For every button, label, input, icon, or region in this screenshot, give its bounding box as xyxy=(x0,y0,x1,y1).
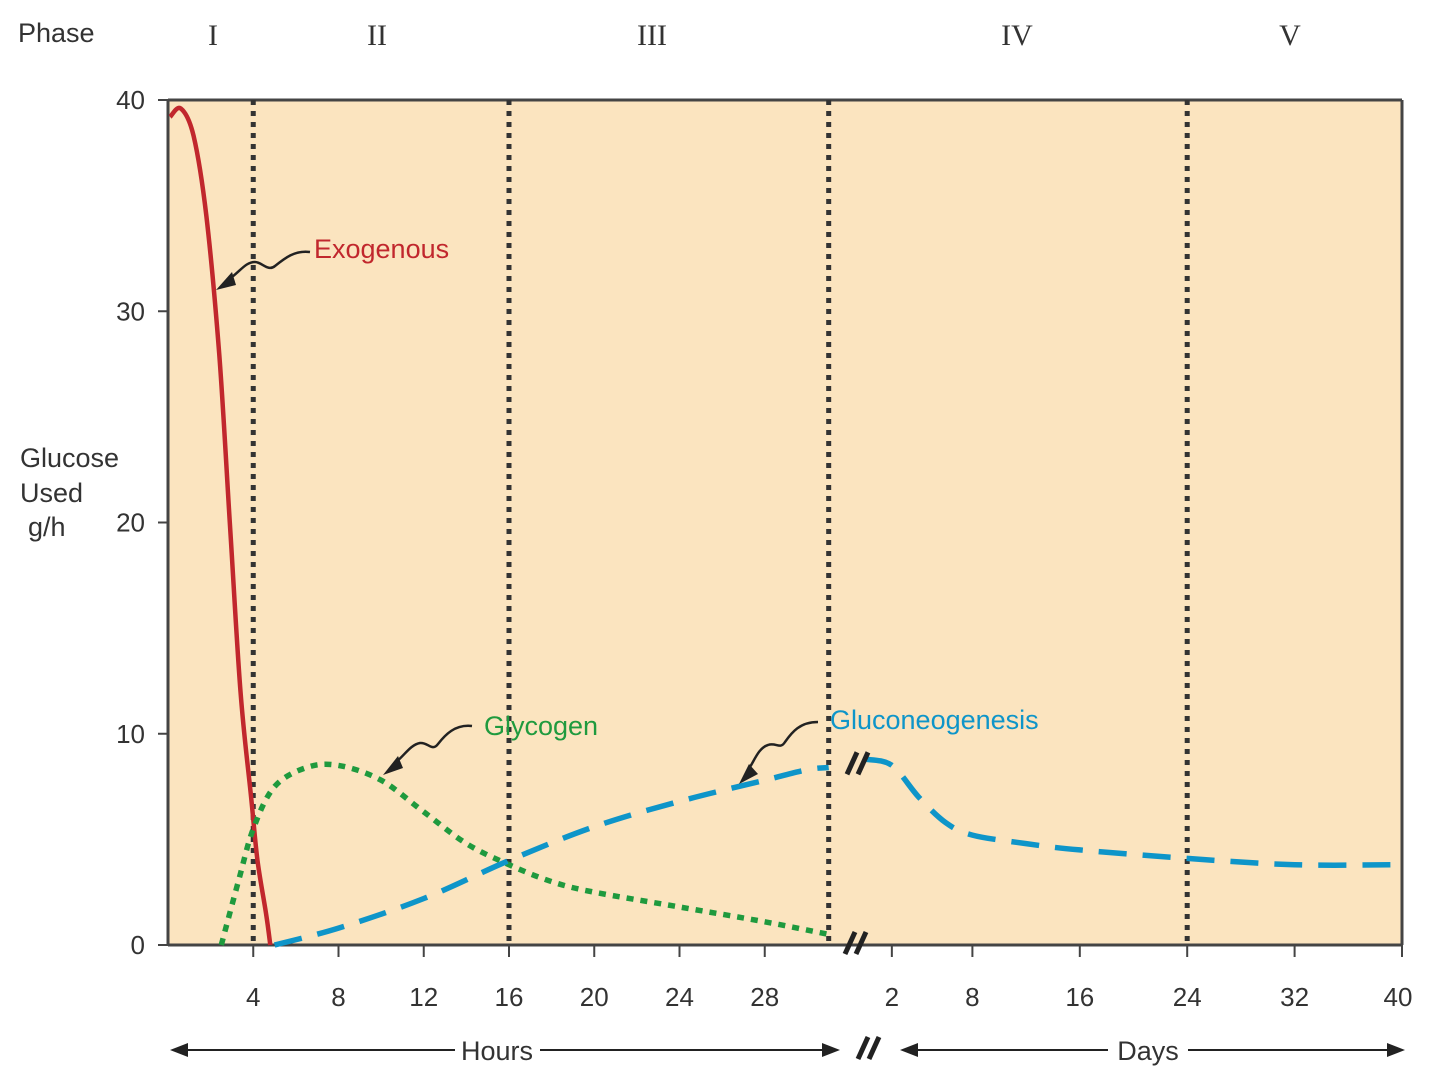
days-arrow-head-right xyxy=(1387,1043,1405,1057)
series-label-gluconeogenesis: Gluconeogenesis xyxy=(830,705,1039,735)
axis-break-mark-curve-stroke-2 xyxy=(855,751,871,776)
phase-label-2: II xyxy=(367,19,387,52)
phase-label-4: IV xyxy=(1001,19,1033,52)
hours-tick-label-20: 20 xyxy=(580,982,609,1012)
axis-break-mark-timeline-stroke-2 xyxy=(866,1035,882,1061)
pointer-glycogen-head xyxy=(383,756,403,775)
days-tick-label-16: 16 xyxy=(1065,982,1094,1012)
pointer-glycogen-shaft xyxy=(394,724,473,764)
series-label-glycogen: Glycogen xyxy=(484,711,598,741)
hours-arrow-head-left xyxy=(170,1043,188,1057)
days-tick-label-40: 40 xyxy=(1384,982,1413,1012)
y-tick-label-40: 40 xyxy=(116,85,145,115)
hours-tick-label-24: 24 xyxy=(665,982,694,1012)
annotation-layer xyxy=(170,250,1405,1061)
hours-arrow-head-right xyxy=(822,1043,840,1057)
hours-tick-label-4: 4 xyxy=(246,982,260,1012)
series-line-gluconeogenesis-hours xyxy=(273,764,830,948)
series-label-exogenous: Exogenous xyxy=(314,234,449,264)
pointer-gluconeogenesis-shaft xyxy=(746,720,819,771)
phase-label-3: III xyxy=(637,19,667,52)
days-arrow-head-left xyxy=(900,1043,918,1057)
hours-tick-label-12: 12 xyxy=(409,982,438,1012)
pointer-exogenous-head xyxy=(216,272,236,290)
phase-header: Phase xyxy=(18,18,95,48)
hours-tick-label-16: 16 xyxy=(495,982,524,1012)
plot-background xyxy=(168,100,1402,945)
days-tick-label-24: 24 xyxy=(1173,982,1202,1012)
days-axis-label: Days xyxy=(1117,1036,1179,1066)
axis-break-mark-timeline-stroke-1 xyxy=(855,1035,871,1061)
hours-tick-label-8: 8 xyxy=(331,982,345,1012)
phase-label-5: V xyxy=(1279,19,1301,52)
days-tick-label-8: 8 xyxy=(965,982,979,1012)
series-layer xyxy=(168,105,1403,948)
axis-break-mark-timeline xyxy=(855,1035,882,1061)
pointer-exogenous-shaft xyxy=(227,250,311,282)
series-line-gluconeogenesis-days xyxy=(864,756,1403,868)
axis-break-mark-baseline-stroke-2 xyxy=(853,930,869,956)
y-tick-label-20: 20 xyxy=(116,508,145,538)
days-tick-label-32: 32 xyxy=(1280,982,1309,1012)
hours-axis-label: Hours xyxy=(461,1036,533,1066)
axis-break-mark-curve-stroke-1 xyxy=(844,751,860,776)
phase-label-1: I xyxy=(208,19,218,52)
hours-tick-label-28: 28 xyxy=(750,982,779,1012)
y-axis-label-line-1: Glucose xyxy=(20,443,119,473)
axis-break-mark-baseline-stroke-1 xyxy=(842,930,858,956)
pointer-gluconeogenesis-head xyxy=(739,764,758,784)
axis-break-mark-baseline xyxy=(842,930,869,956)
y-tick-label-30: 30 xyxy=(116,296,145,326)
y-axis-label-line-2: Used xyxy=(20,478,83,508)
axis-break-mark-curve xyxy=(844,751,871,776)
y-axis-label-line-3: g/h xyxy=(28,512,66,542)
days-tick-label-2: 2 xyxy=(885,982,899,1012)
y-tick-label-0: 0 xyxy=(131,930,145,960)
series-line-exogenous-hours xyxy=(168,105,273,946)
y-tick-label-10: 10 xyxy=(116,719,145,749)
